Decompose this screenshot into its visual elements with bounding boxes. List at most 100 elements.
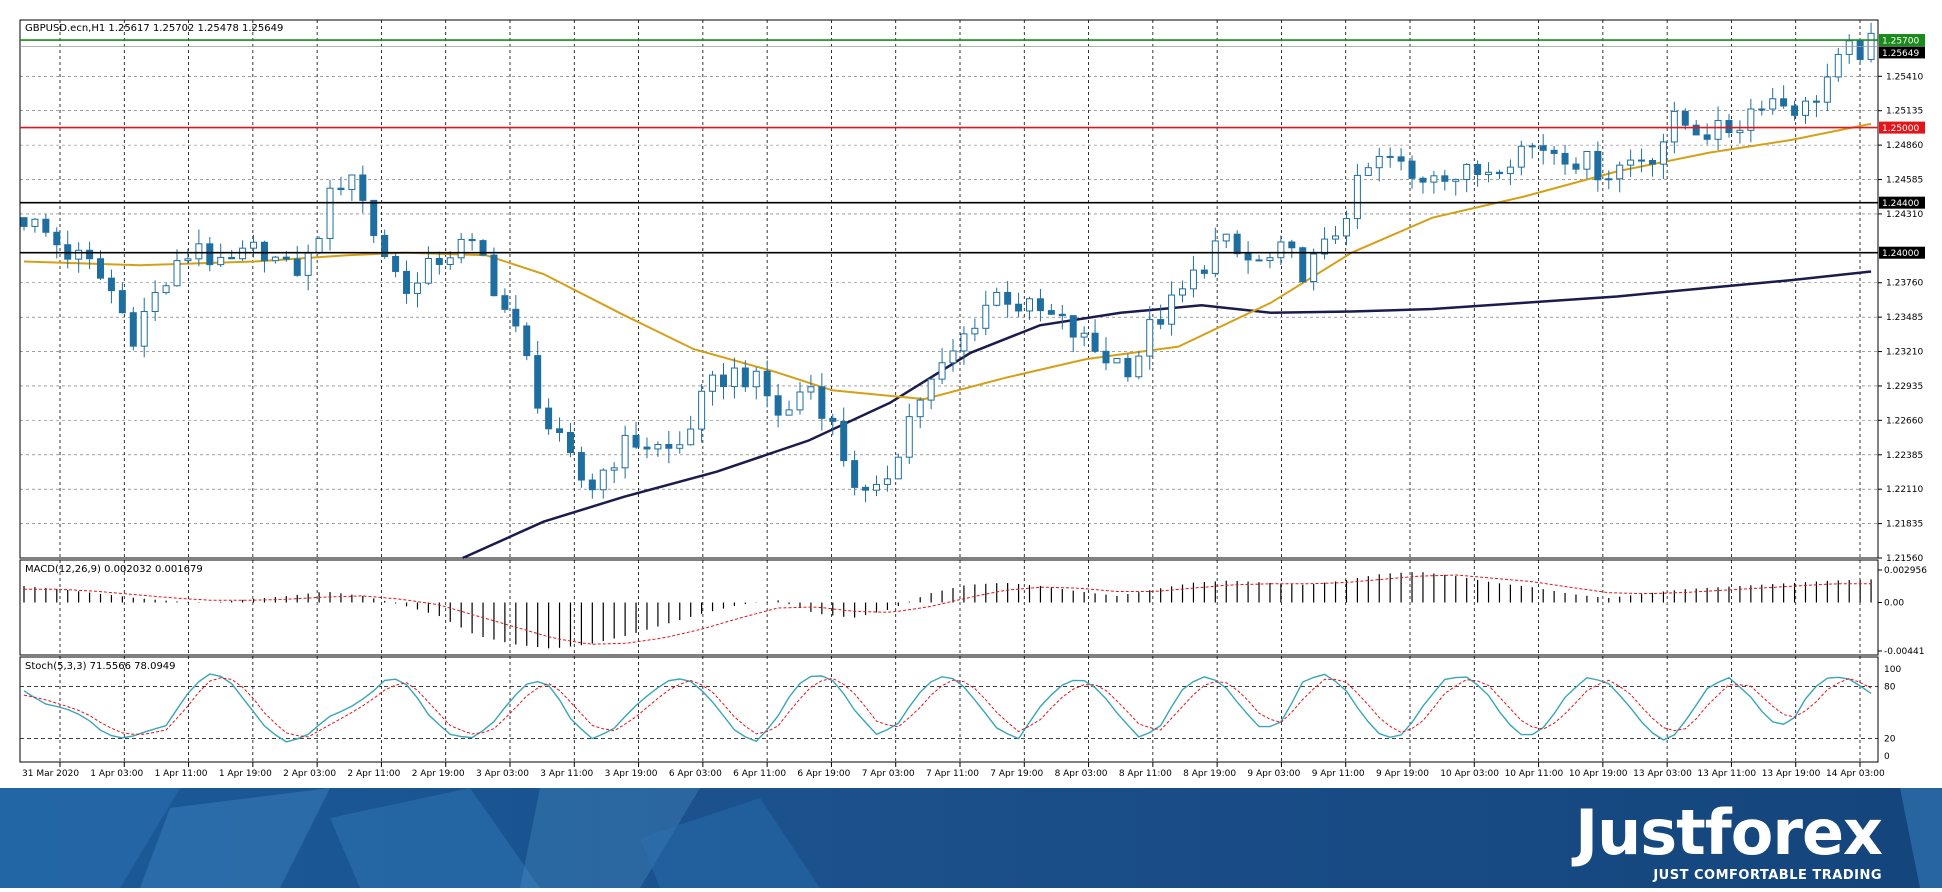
candle-body-bull (1113, 357, 1121, 364)
candle-body-bear (1004, 291, 1012, 305)
candle-body-bear (228, 256, 236, 260)
candle (1255, 254, 1263, 262)
candle-body-bear (337, 187, 345, 191)
grid (20, 20, 1878, 762)
candle-body-bull (1135, 355, 1143, 378)
candle-body-bull (217, 256, 225, 266)
candle-body-bear (20, 217, 28, 227)
candle-body-bull (1189, 269, 1197, 290)
candle-body-bear (293, 258, 301, 276)
candle (665, 430, 673, 464)
price-tick-label: 1.23485 (1886, 313, 1923, 323)
candle-body-bear (1758, 108, 1766, 111)
candle-body-bull (752, 370, 760, 388)
candle (457, 233, 465, 264)
candle-body-bear (206, 243, 214, 266)
candle (1550, 145, 1558, 165)
candle (107, 269, 115, 304)
stochastic-indicator: 100 80 20 0 (20, 665, 1901, 762)
candle (796, 381, 804, 415)
candle-body-bear (1047, 310, 1055, 315)
candle (1342, 210, 1350, 246)
candle (1321, 227, 1329, 260)
candle-body-bull (1823, 76, 1831, 103)
price-levels: 1.25700 1.25649 1.25000 1.24400 1.24000 (20, 34, 1925, 259)
price-tick-label: 1.24860 (1886, 141, 1923, 151)
macd-tick-label: -0.00441 (1884, 647, 1924, 657)
candle (1113, 357, 1121, 364)
candle (1244, 241, 1252, 274)
candle (326, 180, 334, 251)
candle-body-bull (1485, 171, 1493, 175)
candle-body-bull (960, 333, 968, 352)
level-label: 1.25700 (1882, 37, 1919, 47)
candle (960, 326, 968, 365)
candle-body-bull (971, 327, 979, 335)
candle (315, 236, 323, 255)
candle (129, 307, 137, 351)
candle-body-bear (107, 277, 115, 292)
candle-body-bear (1692, 124, 1700, 136)
candle-body-bear (53, 231, 61, 246)
candle (1310, 248, 1318, 291)
stoch-main-line (23, 673, 1872, 743)
candle-body-bull (1222, 233, 1230, 242)
candle-body-bear (851, 460, 859, 488)
candle (1648, 157, 1656, 177)
candle-body-bear (1550, 149, 1558, 154)
candle-body-bear (1703, 134, 1711, 140)
candle (1189, 255, 1197, 298)
candle (938, 348, 946, 384)
candle (1517, 140, 1525, 176)
candle (1539, 134, 1547, 165)
candle (1135, 350, 1143, 380)
candle-body-bear (1681, 110, 1689, 126)
candle-body-bull (1517, 145, 1525, 168)
candle-body-bull (807, 386, 815, 393)
candle (446, 251, 454, 270)
candle (862, 484, 870, 503)
time-tick-label: 1 Apr 11:00 (155, 769, 208, 779)
candle (1364, 162, 1372, 176)
candle (1681, 108, 1689, 130)
candle (687, 415, 695, 446)
candle-body-bull (1452, 178, 1460, 182)
candle (1200, 265, 1208, 279)
candle-body-bear (1157, 319, 1165, 325)
macd-pane (19, 559, 1879, 656)
candle-body-bull (173, 260, 181, 287)
candle-body-bear (545, 407, 553, 430)
candle-body-bear (1539, 145, 1547, 151)
candle (763, 360, 771, 408)
candle (1495, 169, 1503, 180)
candle-body-bull (621, 434, 629, 469)
candle (741, 360, 749, 392)
candle-body-bull (883, 478, 891, 485)
candle-body-bear (577, 452, 585, 481)
candle (260, 240, 268, 273)
price-tick-label: 1.22660 (1886, 416, 1923, 426)
candle (698, 383, 706, 443)
candle-body-bull (1627, 159, 1635, 166)
candle (1091, 319, 1099, 354)
candle-body-bull (31, 218, 39, 227)
candle (86, 241, 94, 270)
candle (1179, 280, 1187, 303)
candle (31, 218, 39, 233)
candle (479, 239, 487, 257)
candle (1834, 47, 1842, 82)
candle (501, 288, 509, 313)
candle (676, 431, 684, 454)
candle (1506, 159, 1514, 186)
candle (1058, 304, 1066, 330)
price-tick-label: 1.22110 (1886, 485, 1923, 495)
candle (140, 297, 148, 358)
candle-body-bear (1572, 163, 1580, 170)
time-tick-label: 8 Apr 11:00 (1119, 769, 1172, 779)
candle-body-bull (1375, 155, 1383, 169)
candle-body-bull (796, 391, 804, 411)
candle-body-bull (1364, 167, 1372, 176)
candle-body-bear (1725, 119, 1733, 134)
candle-body-bull (250, 241, 258, 249)
candle (927, 378, 935, 410)
